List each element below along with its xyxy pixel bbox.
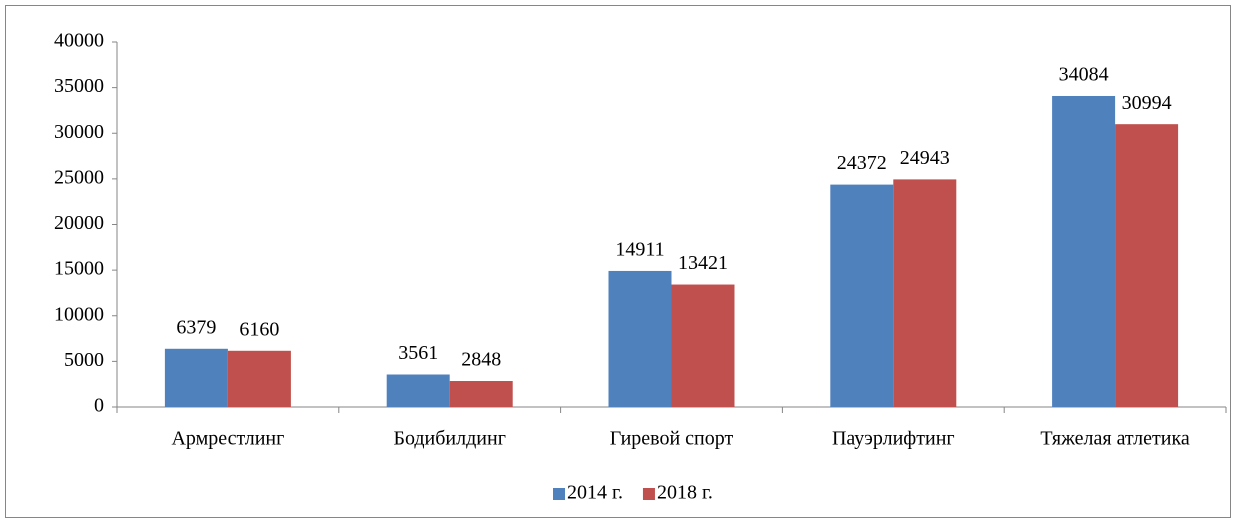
y-tick-label: 25000	[54, 166, 104, 188]
x-tick-label: Тяжелая атлетика	[1040, 428, 1189, 450]
bar	[227, 350, 291, 407]
legend-swatch	[642, 488, 655, 500]
data-label: 34084	[1059, 64, 1109, 86]
y-tick-label: 20000	[54, 212, 104, 234]
y-tick-label: 5000	[64, 349, 104, 371]
x-tick-label: Армрестлинг	[171, 428, 284, 450]
bar	[1052, 95, 1116, 408]
legend-label: 2014 г.	[567, 482, 623, 504]
bar	[164, 348, 228, 407]
data-label: 14911	[615, 239, 664, 261]
data-label: 2848	[461, 349, 501, 371]
y-tick-label: 15000	[54, 258, 104, 280]
bar	[1115, 124, 1179, 407]
bar	[608, 270, 672, 407]
bar	[830, 184, 894, 407]
y-tick-label: 30000	[54, 121, 104, 143]
bar	[386, 374, 450, 407]
y-tick-label: 0	[94, 395, 104, 417]
x-tick-label: Пауэрлифтинг	[832, 428, 955, 450]
data-label: 24943	[900, 147, 950, 169]
bar	[671, 284, 735, 407]
y-tick-label: 35000	[54, 75, 104, 97]
data-label: 6160	[239, 318, 279, 340]
data-label: 3561	[398, 342, 438, 364]
legend-label: 2018 г.	[657, 482, 713, 504]
y-tick-label: 10000	[54, 303, 104, 325]
data-label: 13421	[678, 252, 728, 274]
bar	[449, 381, 513, 407]
bar	[893, 179, 957, 407]
chart-border	[5, 5, 1231, 518]
data-label: 30994	[1122, 92, 1172, 114]
data-label: 24372	[837, 152, 887, 174]
data-label: 6379	[176, 316, 216, 338]
x-tick-label: Бодибилдинг	[393, 428, 505, 450]
legend-swatch	[553, 488, 565, 500]
y-tick-label: 40000	[54, 30, 104, 52]
x-tick-label: Гиревой спорт	[610, 428, 734, 450]
